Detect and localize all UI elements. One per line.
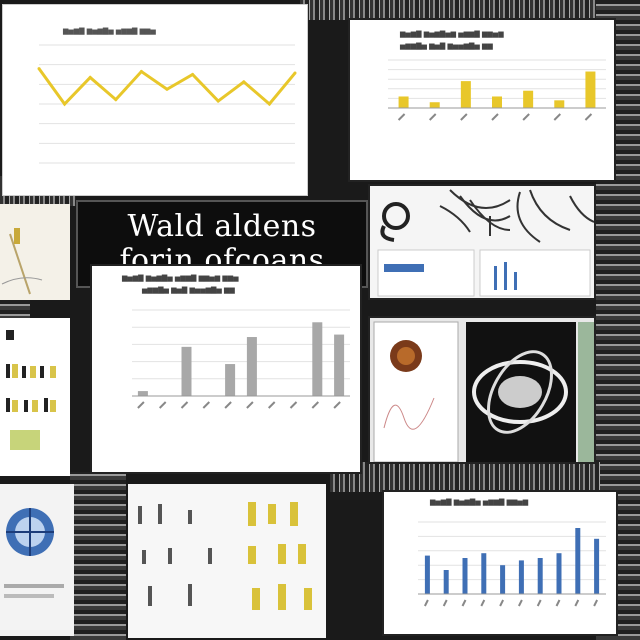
bar (518, 560, 524, 594)
blue-bar-chart-panel: ▆▅▆▇ ▆▅▆▇▅ ▅▆▆▇ ▆▆▅▆ (382, 490, 618, 636)
bar (246, 337, 257, 396)
tick-label-smudge (584, 113, 593, 121)
headline-line-1: Wald aldens (127, 209, 317, 244)
tick-label-smudge (180, 401, 189, 409)
tick-label-smudge (289, 401, 298, 409)
tick-label-smudge (555, 599, 561, 607)
sketch-illustration (1, 228, 43, 295)
bar (334, 334, 345, 396)
yellow-bar-chart (388, 59, 606, 121)
gray-bar-chart (132, 309, 350, 409)
bar (429, 102, 440, 108)
bar (554, 100, 565, 108)
bar (137, 391, 148, 396)
data-point (191, 73, 195, 76)
globe-icon (4, 508, 64, 598)
gray-chart-title-smudge: ▆▅▆▇ ▆▅▆▇▅ ▅▆▆▇ ▆▆▅▆ ▆▆▅ (122, 274, 239, 282)
data-point (242, 80, 246, 84)
icon-list (6, 330, 56, 450)
tick-label-smudge (460, 113, 468, 121)
tick-label-smudge (311, 401, 320, 409)
orbit-illustration (373, 321, 594, 462)
bar (398, 96, 409, 108)
tick-label-smudge (522, 113, 530, 121)
yellow-chart-subtitle-smudge: ▅▆▆▇▅ ▆▅▇ ▆▅▅▆▇▅ ▆▆ (400, 42, 493, 50)
bar (556, 553, 562, 594)
yellow-chart-title-smudge: ▆▅▆▇ ▆▅▆▇▅▆ ▅▆▆▇ ▆▆▅▆ (400, 30, 504, 38)
orbit-panel (368, 316, 596, 464)
sketch-panel (0, 204, 70, 300)
tick-label-smudge (246, 401, 254, 409)
bar (312, 322, 323, 396)
bar (225, 364, 236, 396)
data-point (114, 98, 118, 102)
bar (462, 558, 468, 594)
tick-label-smudge (574, 599, 580, 607)
data-point (88, 75, 92, 79)
data-point (139, 70, 143, 74)
tick-label-smudge (429, 113, 437, 121)
series-line (37, 67, 297, 107)
line-chart (37, 44, 297, 164)
data-point (293, 71, 297, 75)
yellow-bar-chart-panel: ▆▅▆▇ ▆▅▆▇▅▆ ▅▆▆▇ ▆▆▅▆ ▅▆▆▇▅ ▆▅▇ ▆▅▅▆▇▅ ▆… (348, 18, 616, 182)
tick-label-smudge (461, 599, 467, 607)
tick-label-smudge (202, 401, 211, 409)
data-point (216, 99, 220, 103)
bar (481, 553, 487, 594)
bar (523, 90, 534, 108)
data-point (37, 67, 41, 71)
bar (181, 346, 192, 396)
data-point (63, 102, 67, 106)
anatomy-panel (368, 184, 596, 300)
tick-label-smudge (480, 599, 486, 607)
tick-label-smudge (536, 599, 542, 607)
globe-panel (0, 484, 74, 636)
bar (575, 528, 581, 594)
tick-label-smudge (593, 599, 598, 607)
tick-label-smudge (333, 401, 341, 409)
line-chart-title-smudge: ▆▅▆▇ ▆▅▆▇▅ ▅▆▆▇ ▆▆▅ (63, 27, 156, 35)
background-texture-bottom (330, 462, 600, 492)
bottle-grid (138, 502, 312, 610)
bar (585, 71, 596, 108)
tick-label-smudge (491, 113, 499, 121)
tick-label-smudge (224, 401, 232, 409)
tick-label-smudge (553, 113, 561, 121)
bar (537, 558, 543, 594)
tick-label-smudge (424, 599, 429, 607)
tick-label-smudge (442, 599, 448, 607)
bone-illustration-icon (377, 189, 594, 297)
bar (424, 555, 430, 594)
background-texture-mid (70, 472, 126, 640)
data-point (267, 102, 271, 106)
tick-label-smudge (267, 401, 276, 409)
data-point (165, 87, 169, 91)
tick-label-smudge (518, 599, 523, 607)
blue-chart-title-smudge: ▆▅▆▇ ▆▅▆▇▅ ▅▆▆▇ ▆▆▅▆ (430, 498, 529, 506)
tick-label-smudge (499, 599, 504, 607)
tick-label-smudge (137, 401, 145, 409)
bar (500, 565, 506, 594)
line-chart-panel: ▆▅▆▇ ▆▅▆▇▅ ▅▆▆▇ ▆▆▅ (2, 4, 308, 196)
blue-bar-chart (418, 521, 606, 607)
icon-list-panel (0, 318, 70, 476)
bar (594, 538, 600, 594)
gray-bar-chart-panel: ▆▅▆▇ ▆▅▆▇▅ ▅▆▆▇ ▆▆▅▆ ▆▆▅ ▅▆▆▇▅ ▆▅▇ ▆▅▅▆▇… (90, 264, 362, 474)
tick-label-smudge (397, 113, 406, 121)
tick-label-smudge (158, 401, 167, 409)
background-texture-top (300, 0, 640, 20)
bar (443, 570, 449, 594)
bar (492, 96, 502, 108)
bottle-grid-panel (128, 484, 326, 638)
bar (460, 81, 471, 108)
gray-chart-subtitle-smudge: ▅▆▆▇▅ ▆▅▇ ▆▅▅▆▇▅ ▆▆ (142, 286, 235, 294)
